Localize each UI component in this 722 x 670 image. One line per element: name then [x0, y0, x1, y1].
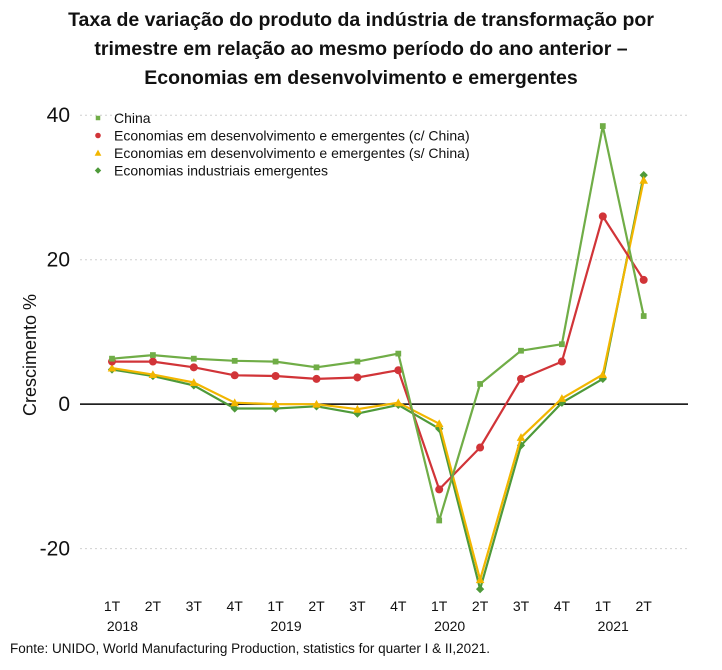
data-point	[640, 313, 647, 319]
x-tick-label: 4T	[227, 598, 244, 614]
x-tick-label: 2T	[145, 598, 162, 614]
series-0	[109, 123, 647, 524]
data-point	[312, 374, 321, 383]
data-point	[475, 584, 485, 594]
data-point	[353, 373, 362, 382]
data-point	[639, 275, 648, 284]
data-point	[272, 358, 279, 365]
data-point	[95, 115, 101, 121]
x-tick-label: 1T	[431, 598, 448, 614]
series-line	[112, 215, 645, 491]
x-tick-label: 2T	[636, 598, 653, 614]
data-point	[435, 485, 444, 494]
data-point	[436, 517, 443, 524]
data-point	[477, 381, 483, 387]
data-point	[476, 443, 485, 452]
y-tick-label: -20	[40, 538, 70, 561]
data-point	[434, 419, 444, 428]
x-year-label: 2020	[434, 618, 465, 634]
x-tick-label: 1T	[104, 598, 121, 614]
data-point	[598, 370, 608, 379]
data-point	[354, 358, 361, 365]
data-point	[109, 355, 115, 362]
y-tick-label: 40	[47, 104, 70, 127]
gridlines	[80, 114, 688, 550]
data-point	[395, 350, 402, 357]
data-point	[394, 366, 403, 375]
data-point	[230, 398, 240, 407]
series-line	[111, 179, 645, 581]
legend-entry-label: China	[114, 110, 151, 126]
y-tick-label: 0	[58, 393, 70, 416]
data-point	[516, 433, 526, 441]
chart-title: Taxa de variação do produto da indústria…	[0, 6, 722, 93]
data-point	[517, 374, 525, 383]
data-point	[190, 355, 197, 362]
x-year-label: 2021	[598, 618, 629, 634]
data-point	[557, 357, 566, 366]
data-point	[148, 370, 158, 379]
data-point	[312, 399, 321, 408]
x-tick-label: 3T	[186, 598, 203, 614]
data-point	[189, 363, 198, 372]
x-tick-label: 4T	[390, 598, 407, 614]
data-point	[639, 175, 649, 184]
legend-entry-label: Economias em desenvolvimento e emergente…	[114, 128, 470, 144]
x-tick-label: 3T	[349, 598, 366, 614]
x-tick-label: 3T	[513, 598, 530, 614]
data-point	[94, 167, 102, 174]
series-2	[107, 175, 649, 584]
data-point	[271, 372, 280, 381]
data-point	[230, 371, 239, 380]
data-point	[598, 212, 607, 221]
series-1	[108, 212, 648, 494]
series-line	[111, 174, 645, 591]
data-point	[94, 149, 102, 156]
legend: China Economias em desenvolvimento e emer…	[94, 110, 470, 179]
y-axis: -20 0 20 40	[40, 104, 70, 560]
data-point	[95, 132, 101, 139]
chart-title-line-1: Taxa de variação do produto da indústria…	[68, 9, 654, 31]
x-tick-label: 4T	[554, 598, 571, 614]
data-point	[639, 171, 648, 180]
x-tick-label: 1T	[267, 598, 284, 614]
source-note: Fonte: UNIDO, World Manufacturing Produc…	[10, 641, 490, 656]
data-point	[230, 404, 239, 413]
data-point	[557, 394, 567, 402]
x-year-label: 2019	[270, 618, 301, 634]
data-point	[475, 575, 485, 584]
data-point	[150, 352, 156, 358]
data-point	[518, 347, 524, 354]
data-point	[189, 378, 199, 386]
chart-title-line-3: Economias em desenvolvimento e emergente…	[144, 67, 578, 89]
data-point	[393, 398, 403, 407]
x-tick-label: 1T	[595, 598, 612, 614]
data-point	[313, 364, 320, 371]
data-point	[271, 399, 280, 408]
x-axis: 1T 2T 3T 4T 1T 2T 3T 4T 1T 2T 3T 4T 1T 2T 2018 2019 2020…	[104, 598, 652, 634]
data-point	[559, 341, 565, 348]
legend-entry-label: Economias em desenvolvimento e emergente…	[114, 145, 470, 161]
x-year-label: 2018	[107, 618, 138, 634]
y-axis-label: Crescimento %	[20, 294, 40, 416]
y-tick-label: 20	[47, 249, 70, 272]
data-point	[148, 357, 157, 366]
data-point	[107, 363, 117, 372]
data-point	[353, 404, 362, 413]
series-group	[107, 123, 649, 594]
data-point	[231, 357, 238, 364]
data-point	[599, 123, 606, 129]
x-tick-label: 2T	[308, 598, 325, 614]
legend-entry-label: Economias industriais emergentes	[114, 163, 328, 179]
series-line	[111, 124, 645, 522]
chart-title-line-2: trimestre em relação ao mesmo período do…	[94, 38, 628, 60]
x-tick-label: 2T	[472, 598, 489, 614]
